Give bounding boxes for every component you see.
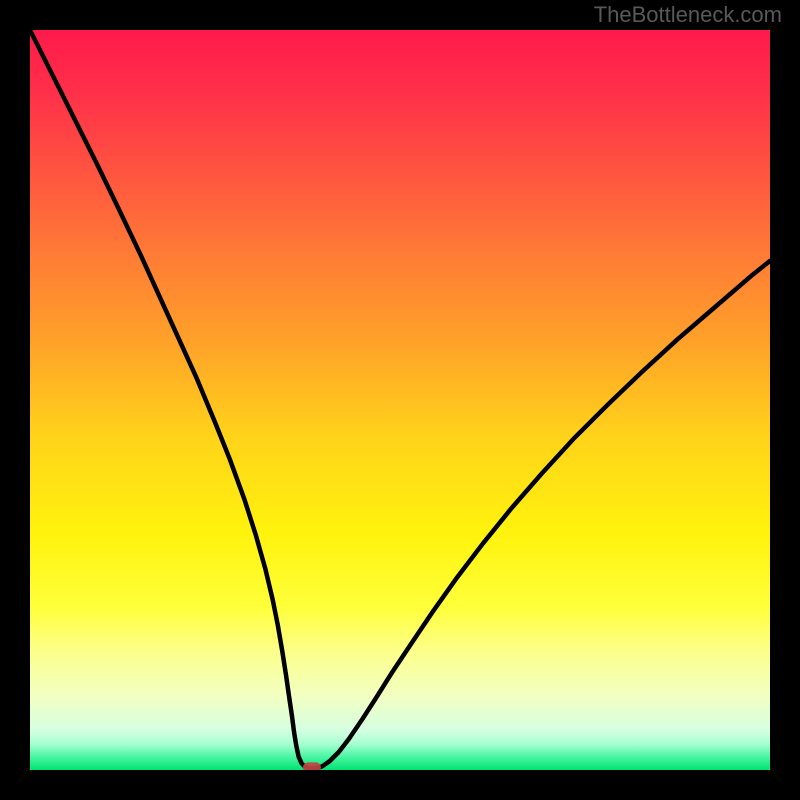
bottleneck-curve [30,30,770,769]
plot-area [30,30,770,770]
optimum-marker [303,762,321,770]
chart-frame: TheBottleneck.com [0,0,800,800]
watermark-text: TheBottleneck.com [594,2,782,28]
curve-layer [30,30,770,770]
